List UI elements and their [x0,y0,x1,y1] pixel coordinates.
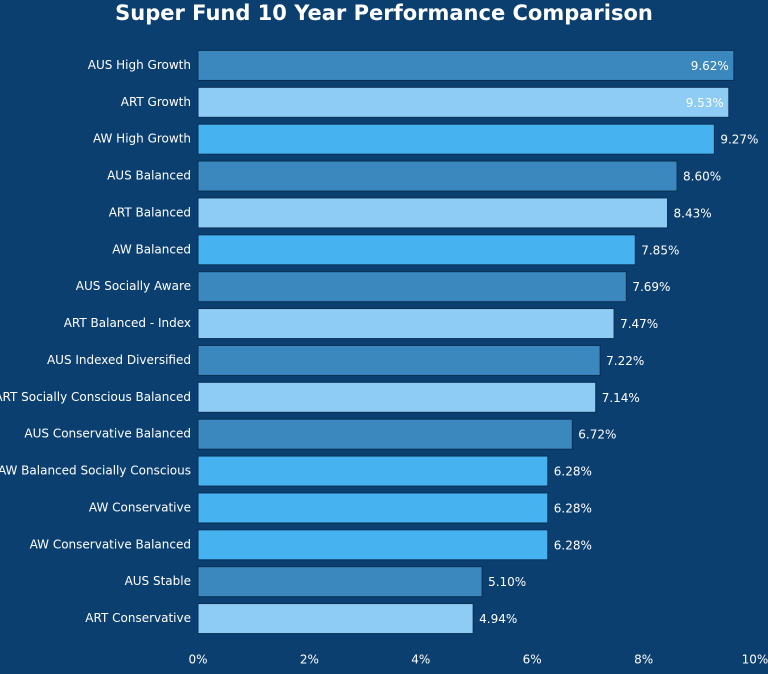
y-tick-label: ART Growth [121,95,191,109]
x-tick-label: 0% [188,653,207,667]
x-tick-label: 4% [411,653,430,667]
data-label: 6.28% [554,538,592,552]
chart-title: Super Fund 10 Year Performance Compariso… [115,1,653,25]
bar [197,197,669,229]
data-label: 6.72% [578,428,616,442]
data-label: 8.43% [674,206,712,220]
y-tick-label: ART Socially Conscious Balanced [0,390,191,404]
data-label: 7.69% [632,280,670,294]
y-tick-label: AUS Balanced [107,169,191,183]
data-label: 7.85% [641,243,679,257]
data-label: 9.27% [720,133,758,147]
bar [197,234,636,266]
bar [197,160,678,192]
bar [197,455,549,487]
x-tick-label: 8% [634,653,653,667]
bar [197,566,483,598]
y-tick-label: AUS Conservative Balanced [24,427,191,441]
y-tick-label: AUS Indexed Diversified [47,353,191,367]
data-label: 7.14% [602,391,640,405]
data-label: 7.22% [606,354,644,368]
data-label: 5.10% [488,575,526,589]
data-label: 6.28% [554,465,592,479]
y-tick-label: AUS Socially Aware [76,279,191,293]
data-label: 4.94% [479,612,517,626]
x-tick-label: 2% [300,653,319,667]
data-label: 9.53% [686,96,724,110]
data-label: 9.62% [691,59,729,73]
bar [197,344,601,376]
y-tick-label: AW High Growth [93,132,191,146]
x-tick-label: 10% [742,653,768,667]
y-tick-label: AUS High Growth [88,58,191,72]
data-label: 8.60% [683,170,721,184]
y-tick-label: AW Conservative [89,500,191,514]
y-tick-label: AUS Stable [125,574,191,588]
bar [197,86,730,118]
y-tick-label: AW Balanced [112,242,191,256]
bar [197,271,627,303]
bar [197,492,549,524]
bar [197,381,597,413]
bar [197,123,715,155]
y-tick-label: AW Balanced Socially Conscious [0,464,191,478]
bar [197,49,735,81]
y-tick-label: ART Conservative [85,611,191,625]
x-tick-label: 6% [523,653,542,667]
y-tick-label: AW Conservative Balanced [30,537,191,551]
bar [197,418,573,450]
y-tick-label: ART Balanced - Index [64,316,191,330]
y-tick-label: ART Balanced [109,205,191,219]
bar [197,308,615,340]
bar [197,603,474,635]
data-label: 6.28% [554,501,592,515]
data-label: 7.47% [620,317,658,331]
bar [197,529,549,561]
